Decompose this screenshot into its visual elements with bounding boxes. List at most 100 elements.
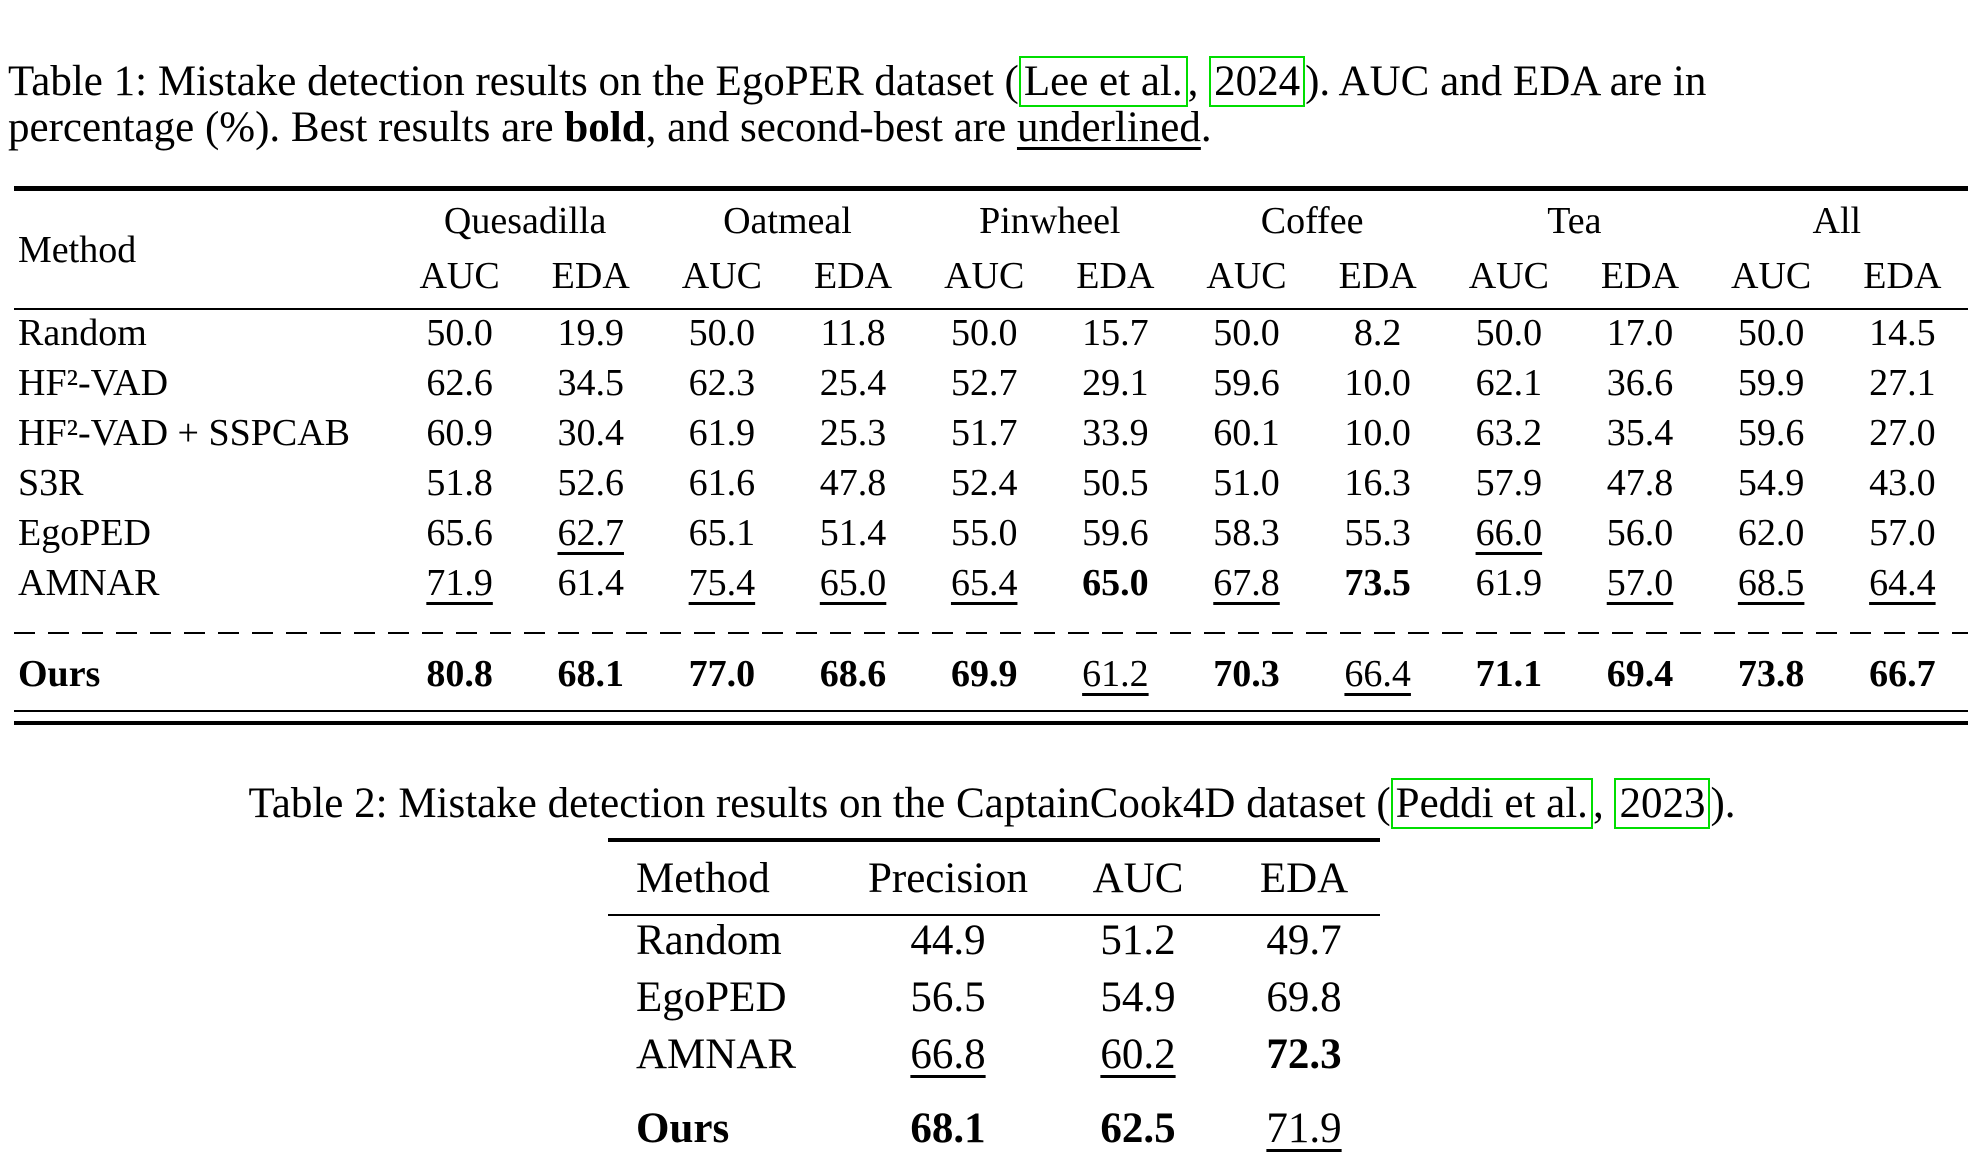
method-cell: HF²-VAD — [18, 362, 169, 404]
metric-header-eda: EDA — [1338, 255, 1417, 297]
table1-caption-line2: percentage (%). Best results are bold, a… — [8, 105, 1976, 151]
value-cell: 65.4 — [950, 562, 1018, 604]
table1-group-pinwheel: Pinwheel — [979, 200, 1121, 242]
table-row: Random 50.0 19.9 50.0 11.8 50.0 15.7 50.0 8.2 50.… — [14, 309, 1968, 360]
citation-link-year[interactable]: 2024 — [1209, 56, 1306, 107]
value-cell: 71.1 — [1475, 653, 1543, 695]
method-cell: Ours — [636, 1105, 730, 1152]
table2-eda-header: EDA — [1259, 854, 1349, 902]
table-row: AMNAR 66.8 60.2 72.3 — [608, 1030, 1380, 1087]
value-cell: 73.8 — [1737, 653, 1805, 695]
value-cell: 68.5 — [1737, 562, 1805, 604]
table-row: AMNAR 71.9 61.4 75.4 65.0 65.4 65.0 67.8 73.5 61.… — [14, 560, 1968, 610]
value-cell: 62.5 — [1100, 1105, 1176, 1152]
method-cell: EgoPED — [636, 974, 787, 1021]
value-cell: 59.6 — [1737, 412, 1805, 454]
value-cell: 50.0 — [1737, 312, 1805, 354]
table1-group-header-row: Method Quesadilla Oatmeal Pinwheel Coffe… — [14, 189, 1968, 271]
value-cell: 43.0 — [1869, 462, 1936, 504]
value-cell: 25.4 — [819, 362, 887, 404]
value-cell: 61.6 — [688, 462, 756, 504]
value-cell: 50.0 — [1213, 312, 1280, 354]
value-cell: 58.3 — [1213, 512, 1280, 554]
table2-header-row: Method Precision AUC EDA — [608, 840, 1380, 915]
caption-text: percentage (%). Best results are — [8, 104, 565, 151]
value-cell: 59.6 — [1213, 362, 1280, 404]
value-cell: 56.0 — [1606, 512, 1674, 554]
value-cell: 57.0 — [1869, 512, 1936, 554]
value-cell: 50.0 — [426, 312, 493, 354]
citation-link-year[interactable]: 2023 — [1614, 778, 1711, 829]
value-cell: 68.1 — [910, 1105, 986, 1152]
value-cell: 62.3 — [688, 362, 756, 404]
value-cell: 11.8 — [820, 312, 886, 354]
table-row: Ours 68.1 62.5 71.9 — [608, 1087, 1380, 1176]
caption-text: , — [1187, 58, 1210, 105]
caption-text: ). — [1710, 780, 1736, 827]
table1-group-quesadilla: Quesadilla — [443, 200, 607, 242]
metric-header-eda: EDA — [551, 255, 630, 297]
method-cell: Random — [636, 917, 782, 964]
value-cell: 33.9 — [1082, 412, 1149, 454]
table1-group-coffee: Coffee — [1260, 200, 1364, 242]
value-cell: 62.6 — [426, 362, 493, 404]
table1-caption: Table 1: Mistake detection results on th… — [8, 56, 1976, 151]
value-cell: 66.0 — [1475, 512, 1543, 554]
value-cell: 19.9 — [557, 312, 624, 354]
value-cell: 10.0 — [1344, 412, 1411, 454]
value-cell: 61.9 — [688, 412, 756, 454]
value-cell: 57.0 — [1606, 562, 1674, 604]
underlined-sample-word: underlined — [1016, 104, 1201, 151]
value-cell: 51.2 — [1100, 917, 1176, 964]
value-cell: 59.9 — [1737, 362, 1805, 404]
table1-caption-line1: Table 1: Mistake detection results on th… — [8, 56, 1976, 107]
value-cell: 65.0 — [1082, 562, 1149, 604]
value-cell: 52.6 — [557, 462, 624, 504]
table1-body: Random 50.0 19.9 50.0 11.8 50.0 15.7 50.0 8.2 50.… — [14, 309, 1968, 711]
value-cell: 64.4 — [1869, 562, 1936, 604]
dashed-separator-row — [14, 610, 1968, 636]
value-cell: 16.3 — [1344, 462, 1411, 504]
value-cell: 63.2 — [1475, 412, 1543, 454]
value-cell: 54.9 — [1737, 462, 1805, 504]
value-cell: 65.0 — [819, 562, 887, 604]
metric-header-auc: AUC — [681, 255, 762, 297]
caption-text: Table 2: Mistake detection results on th… — [248, 780, 1391, 827]
value-cell: 51.7 — [950, 412, 1018, 454]
table-row: Ours 80.8 68.1 77.0 68.6 69.9 61.2 70.3 66.4 71.1… — [14, 636, 1968, 711]
citation-link-authors[interactable]: Lee et al. — [1018, 56, 1188, 107]
value-cell: 80.8 — [426, 653, 493, 695]
value-cell: 25.3 — [819, 412, 887, 454]
table-row: EgoPED 65.6 62.7 65.1 51.4 55.0 59.6 58.3 55.3 66… — [14, 510, 1968, 560]
value-cell: 52.7 — [950, 362, 1018, 404]
value-cell: 35.4 — [1606, 412, 1674, 454]
value-cell: 51.8 — [426, 462, 493, 504]
value-cell: 66.4 — [1344, 653, 1411, 695]
table2-header: Method Precision AUC EDA — [608, 840, 1380, 915]
value-cell: 65.6 — [426, 512, 493, 554]
caption-text: , and second-best are — [645, 104, 1017, 151]
value-cell: 61.4 — [557, 562, 624, 604]
value-cell: 54.9 — [1100, 974, 1176, 1021]
value-cell: 36.6 — [1606, 362, 1674, 404]
value-cell: 69.9 — [950, 653, 1018, 695]
value-cell: 61.2 — [1082, 653, 1149, 695]
method-cell: EgoPED — [18, 512, 151, 554]
table2-body: Random 44.9 51.2 49.7 EgoPED 56.5 54.9 69.8 AMNA… — [608, 915, 1380, 1176]
value-cell: 60.9 — [426, 412, 493, 454]
table1-header: Method Quesadilla Oatmeal Pinwheel Coffe… — [14, 189, 1968, 309]
value-cell: 60.2 — [1100, 1031, 1176, 1078]
table1-egoper-results: Method Quesadilla Oatmeal Pinwheel Coffe… — [14, 186, 1968, 712]
value-cell: 51.4 — [819, 512, 887, 554]
value-cell: 47.8 — [819, 462, 887, 504]
table1-bottom-double-rule — [14, 712, 1968, 725]
metric-header-auc: AUC — [1206, 255, 1287, 297]
method-cell: AMNAR — [636, 1031, 797, 1078]
citation-link-authors[interactable]: Peddi et al. — [1390, 778, 1593, 829]
value-cell: 49.7 — [1266, 917, 1342, 964]
table-row: S3R 51.8 52.6 61.6 47.8 52.4 50.5 51.0 16.3 57.9 4… — [14, 460, 1968, 510]
bold-sample-word: bold — [564, 104, 646, 151]
value-cell: 50.0 — [688, 312, 756, 354]
value-cell: 44.9 — [910, 917, 986, 964]
method-cell: Random — [18, 312, 147, 354]
